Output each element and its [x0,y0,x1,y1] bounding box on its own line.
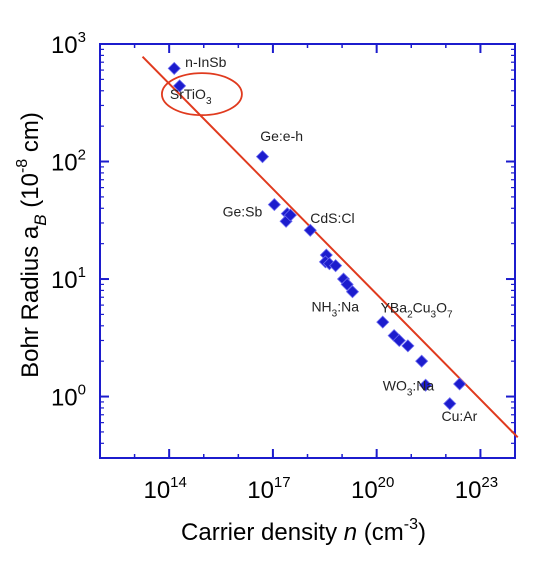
annotation-label: WO3:Na [383,377,435,398]
x-tick-label: 1017 [247,474,290,504]
annotation-label: CdS:Cl [310,210,354,226]
data-point [376,315,390,329]
highlight-ellipse [161,72,243,117]
data-point [167,61,181,75]
x-tick-label: 1020 [351,474,394,504]
annotation-label: YBa2Cu3O7 [381,299,453,320]
annotation-srtio3: SrTiO3 [170,86,212,107]
y-tick-label: 101 [51,264,86,294]
y-tick-label: 100 [51,382,86,412]
annotation-label: n-InSb [185,54,226,70]
y-tick-label: 102 [51,147,86,177]
data-point [443,397,457,411]
annotation-label: Ge:e-h [260,128,303,144]
plot-frame [99,43,516,459]
data-point [401,339,415,353]
annotation-label: NH3:Na [311,298,359,319]
x-tick-label: 1014 [143,474,186,504]
data-point [340,277,354,291]
data-point [255,150,270,164]
data-point [173,79,187,93]
data-point [303,223,317,237]
annotation-label: Cu:Ar [442,408,478,424]
y-tick-label: 103 [51,29,86,59]
data-point [392,333,406,348]
x-tick-label: 1023 [455,474,498,504]
data-point [283,208,297,222]
data-point [419,378,433,392]
data-point [415,354,429,368]
data-point [329,259,343,273]
annotation-label: Ge:Sb [223,204,263,220]
data-point [453,377,467,391]
data-point [267,198,281,212]
fit-line [141,55,519,439]
y-axis-label: Bohr Radius aB (10-8 cm) [14,112,50,378]
x-axis-label: Carrier density n (cm-3) [181,516,426,546]
data-point [345,285,360,299]
